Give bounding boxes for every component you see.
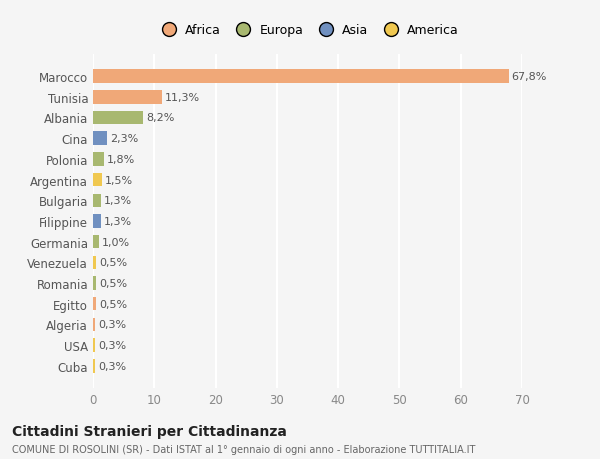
Bar [93,112,143,125]
Legend: Africa, Europa, Asia, America: Africa, Europa, Asia, America [154,22,461,39]
Bar [93,153,104,166]
Text: 0,3%: 0,3% [98,341,126,350]
Text: 1,3%: 1,3% [104,217,132,226]
Text: 11,3%: 11,3% [166,93,200,102]
Text: COMUNE DI ROSOLINI (SR) - Dati ISTAT al 1° gennaio di ogni anno - Elaborazione T: COMUNE DI ROSOLINI (SR) - Dati ISTAT al … [12,444,475,454]
Bar [93,91,162,104]
Bar [93,318,95,331]
Bar [93,194,101,207]
Text: 0,5%: 0,5% [99,258,127,268]
Text: 0,3%: 0,3% [98,361,126,371]
Bar [93,297,96,311]
Text: 67,8%: 67,8% [512,72,547,82]
Text: 1,5%: 1,5% [105,175,133,185]
Bar [93,359,95,373]
Bar [93,132,107,146]
Bar [93,277,96,290]
Bar [93,339,95,352]
Text: 2,3%: 2,3% [110,134,139,144]
Text: 1,8%: 1,8% [107,155,136,164]
Bar [93,174,102,187]
Text: Cittadini Stranieri per Cittadinanza: Cittadini Stranieri per Cittadinanza [12,425,287,438]
Bar [93,235,99,249]
Text: 8,2%: 8,2% [146,113,175,123]
Text: 0,3%: 0,3% [98,320,126,330]
Text: 0,5%: 0,5% [99,299,127,309]
Bar [93,70,509,84]
Text: 1,0%: 1,0% [102,237,130,247]
Text: 1,3%: 1,3% [104,196,132,206]
Bar [93,256,96,269]
Bar [93,215,101,228]
Text: 0,5%: 0,5% [99,279,127,288]
